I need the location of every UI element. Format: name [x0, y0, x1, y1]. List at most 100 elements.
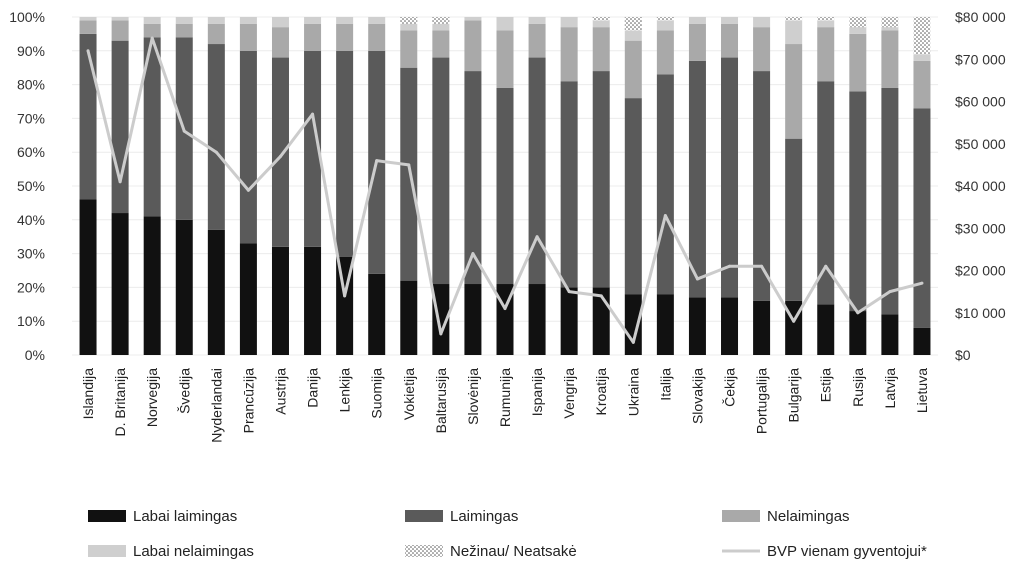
bar-segment	[624, 294, 642, 355]
bar-segment	[881, 30, 899, 88]
gdp-point	[760, 264, 764, 268]
bar-segment	[207, 44, 225, 230]
bar-segment	[368, 23, 386, 51]
bar-segment	[753, 71, 771, 301]
legend-swatch	[88, 545, 126, 557]
bar-segment	[175, 23, 193, 38]
bar-segment	[624, 30, 642, 41]
category-label: D. Britanija	[112, 368, 128, 437]
bar-segment	[528, 284, 546, 355]
category-label: Lietuva	[914, 368, 930, 413]
category-label: Ispanija	[529, 368, 545, 416]
left-tick-label: 90%	[17, 43, 45, 59]
bar-segment	[175, 17, 193, 24]
right-tick-label: $0	[955, 347, 971, 363]
bar-segment	[785, 138, 803, 301]
bar-segment	[79, 199, 97, 355]
gdp-point	[824, 264, 828, 268]
bar-segment	[79, 17, 97, 21]
bar-segment	[464, 71, 482, 285]
bar-segment	[849, 33, 867, 92]
gdp-point	[535, 235, 539, 239]
gdp-point	[407, 163, 411, 167]
right-tick-label: $60 000	[955, 94, 1006, 110]
bar-segment	[624, 40, 642, 99]
gdp-point	[631, 340, 635, 344]
left-tick-label: 50%	[17, 178, 45, 194]
bar-segment	[913, 54, 931, 61]
bar-segment	[400, 17, 418, 24]
category-label: Nyderlandai	[208, 368, 224, 443]
legend-label: Nelaimingas	[767, 508, 850, 525]
bar-segment	[656, 20, 674, 31]
gdp-point	[471, 252, 475, 256]
bar-segment	[913, 60, 931, 109]
gdp-point	[920, 281, 924, 285]
bar-segment	[111, 213, 129, 355]
gdp-point	[695, 277, 699, 281]
bar-segment	[881, 17, 899, 28]
gdp-point	[599, 294, 603, 298]
bar-segment	[592, 71, 610, 288]
bar-segment	[143, 23, 161, 38]
bar-segment	[464, 17, 482, 21]
category-label: Suomija	[369, 368, 385, 419]
bar-segment	[79, 33, 97, 200]
bars	[79, 17, 931, 355]
bar-segment	[624, 98, 642, 295]
bar-segment	[817, 81, 835, 305]
category-label: Bulgarija	[786, 368, 802, 423]
bar-segment	[239, 23, 257, 51]
gdp-point	[118, 180, 122, 184]
bar-segment	[753, 300, 771, 355]
bar-segment	[111, 20, 129, 41]
legend-swatch	[405, 545, 443, 557]
category-label: Rumunija	[497, 368, 513, 427]
bar-segment	[143, 216, 161, 355]
bar-segment	[785, 17, 803, 21]
bar-segment	[721, 57, 739, 298]
bar-segment	[400, 67, 418, 281]
bar-segment	[560, 81, 578, 288]
bar-segment	[560, 17, 578, 28]
bar-segment	[304, 50, 322, 247]
bar-segment	[432, 57, 450, 285]
gdp-point	[182, 129, 186, 133]
category-label: Slovakija	[689, 368, 705, 424]
bar-segment	[304, 23, 322, 51]
gdp-point	[439, 332, 443, 336]
legend-label: Nežinau/ Neatsakė	[450, 543, 577, 560]
bar-segment	[400, 30, 418, 68]
bar-segment	[528, 57, 546, 285]
right-tick-label: $30 000	[955, 220, 1006, 236]
gdp-point	[663, 214, 667, 218]
bar-segment	[785, 20, 803, 45]
bar-segment	[849, 27, 867, 34]
bar-segment	[913, 17, 931, 55]
bar-segment	[432, 23, 450, 31]
left-tick-label: 20%	[17, 279, 45, 295]
category-label: Estija	[818, 368, 834, 402]
bar-segment	[432, 17, 450, 24]
bar-segment	[496, 87, 514, 285]
category-label: Kroatija	[593, 368, 609, 416]
right-tick-label: $20 000	[955, 263, 1006, 279]
gdp-point	[343, 294, 347, 298]
bar-segment	[817, 27, 835, 82]
gdp-point	[150, 36, 154, 40]
category-label: Slovėnija	[465, 368, 481, 425]
gdp-point	[311, 112, 315, 116]
bar-segment	[688, 17, 706, 24]
bar-segment	[881, 27, 899, 31]
gdp-line	[86, 36, 924, 344]
bar-segment	[881, 87, 899, 315]
bar-segment	[721, 17, 739, 24]
bar-segment	[79, 20, 97, 34]
gdp-point	[246, 188, 250, 192]
bar-segment	[624, 17, 642, 31]
category-label: Vokietija	[401, 368, 417, 420]
right-tick-label: $80 000	[955, 9, 1006, 25]
gdp-point	[375, 159, 379, 163]
bar-segment	[656, 294, 674, 355]
bar-segment	[368, 273, 386, 355]
